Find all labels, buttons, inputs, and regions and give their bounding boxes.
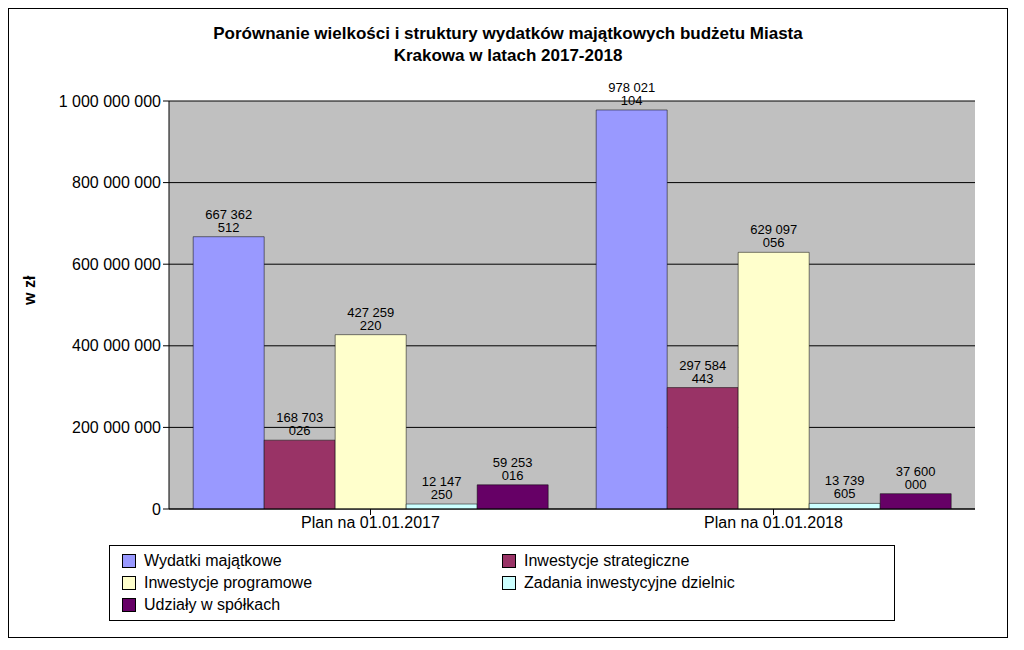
svg-text:978 021104: 978 021104 — [608, 80, 655, 108]
html-text:Zadania inwestycyjne dzielnic: Zadania inwestycyjne dzielnic — [524, 574, 735, 591]
svg-text:168 703026: 168 703026 — [276, 410, 323, 438]
svg-text:13 739605: 13 739605 — [825, 473, 865, 501]
svg-text:0: 0 — [152, 501, 161, 518]
html-text:Porównanie wielkości i struktu: Porównanie wielkości i struktury wydatkó… — [213, 24, 803, 65]
svg-text:12 147250: 12 147250 — [422, 474, 462, 502]
svg-text:297 584443: 297 584443 — [679, 358, 726, 386]
html-text:Inwestycje programowe: Inwestycje programowe — [144, 574, 313, 591]
svg-text:w zł: w zł — [21, 275, 38, 306]
svg-text:600 000 000: 600 000 000 — [72, 256, 161, 273]
svg-text:37 600000: 37 600000 — [896, 464, 936, 492]
svg-text:59 253016: 59 253016 — [493, 455, 533, 483]
svg-text:200 000 000: 200 000 000 — [72, 419, 161, 436]
html-text:Udziały w spółkach: Udziały w spółkach — [144, 596, 281, 613]
svg-text:427 259220: 427 259220 — [347, 305, 394, 333]
svg-text:629 097056: 629 097056 — [750, 222, 797, 250]
html-text:Wydatki majątkowe: Wydatki majątkowe — [144, 552, 282, 569]
svg-text:800 000 000: 800 000 000 — [72, 174, 161, 191]
svg-text:667 362512: 667 362512 — [205, 207, 252, 235]
svg-text:1 000 000 000: 1 000 000 000 — [59, 93, 161, 110]
svg-text:Plan na 01.01.2017: Plan na 01.01.2017 — [301, 514, 440, 531]
svg-text:Plan na 01.01.2018: Plan na 01.01.2018 — [704, 514, 843, 531]
svg-text:400 000 000: 400 000 000 — [72, 337, 161, 354]
html-text:Inwestycje strategiczne: Inwestycje strategiczne — [524, 552, 690, 569]
